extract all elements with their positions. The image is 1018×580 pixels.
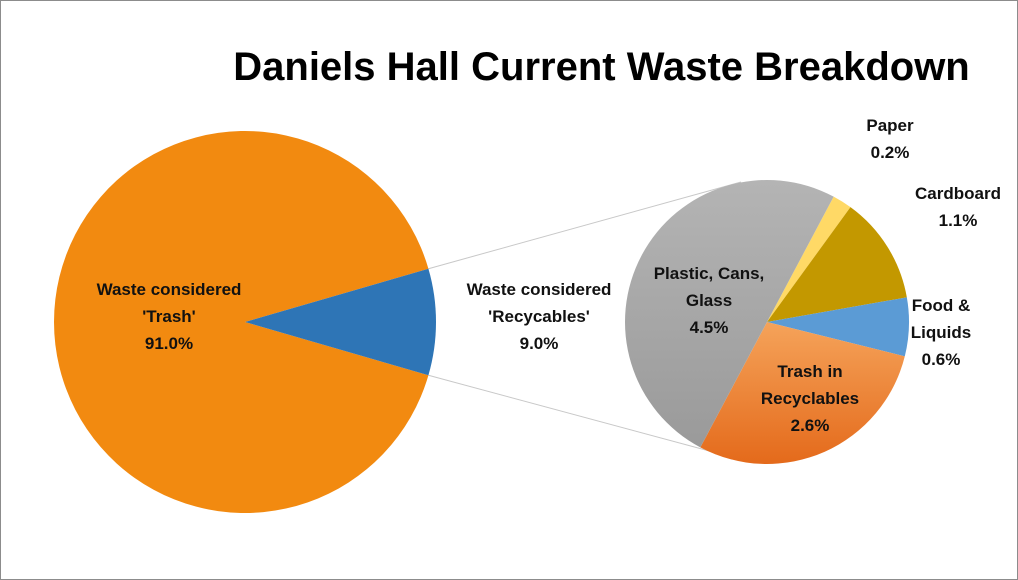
slice-cardboard: [767, 207, 907, 322]
slice-trash-in-recyclables: [700, 322, 905, 464]
label-waste-considered-trash: Waste considered 'Trash' 91.0%: [97, 280, 242, 353]
label-waste-considered-recycables: Waste considered 'Recycables' 9.0%: [467, 280, 612, 353]
main-pie: [54, 131, 436, 514]
connector-lines: [428, 181, 742, 453]
slice-waste-considered-recycables: [245, 268, 436, 376]
secondary-pie: [625, 180, 909, 464]
label-trash-in-recyclables: Trash in Recyclables 2.6%: [761, 362, 859, 435]
connector-line-bottom: [428, 374, 714, 453]
label-cardboard: Cardboard 1.1%: [915, 184, 1001, 230]
label-paper: Paper 0.2%: [866, 116, 914, 162]
chart-title: Daniels Hall Current Waste Breakdown: [233, 45, 970, 89]
slice-waste-considered-trash: [54, 131, 429, 514]
connector-line-top: [428, 181, 742, 270]
data-labels: Waste considered 'Trash' 91.0% Waste consid…: [97, 116, 1001, 435]
label-plastic-cans-glass: Plastic, Cans, Glass 4.5%: [654, 264, 765, 337]
slice-food-liquids: [767, 297, 909, 357]
slice-plastic-cans-glass: [625, 180, 834, 448]
label-food-liquids: Food & Liquids 0.6%: [911, 296, 971, 369]
slice-paper: [767, 196, 851, 322]
